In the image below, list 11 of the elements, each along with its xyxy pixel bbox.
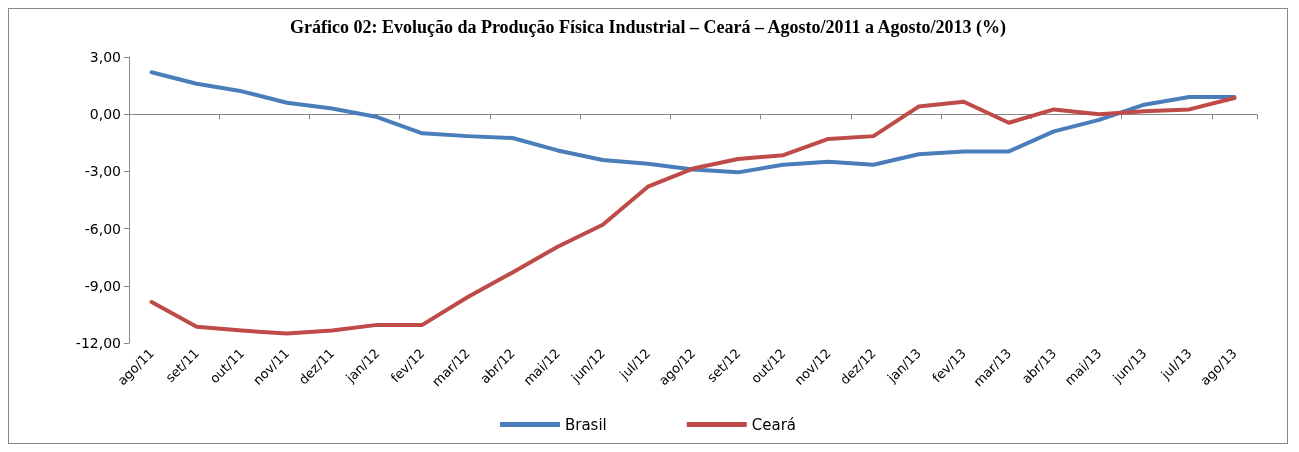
y-tick-label: -6,00 — [84, 220, 121, 237]
y-tick-label: -12,00 — [75, 335, 121, 351]
y-tick-label: -9,00 — [84, 277, 121, 294]
line-series — [149, 95, 1237, 336]
y-tick-label: -3,00 — [84, 163, 121, 180]
y-tick-label: 0,00 — [89, 106, 121, 123]
legend-label: Brasil — [564, 415, 607, 434]
chart-title: Gráfico 02: Evolução da Produção Física Industrial – Ceará – Agosto/2011 a Agosto/2013 (%) — [289, 17, 1007, 38]
y-tick-label: 3,00 — [89, 49, 121, 65]
legend-label: Ceará — [751, 415, 797, 434]
line-series — [149, 70, 1237, 175]
